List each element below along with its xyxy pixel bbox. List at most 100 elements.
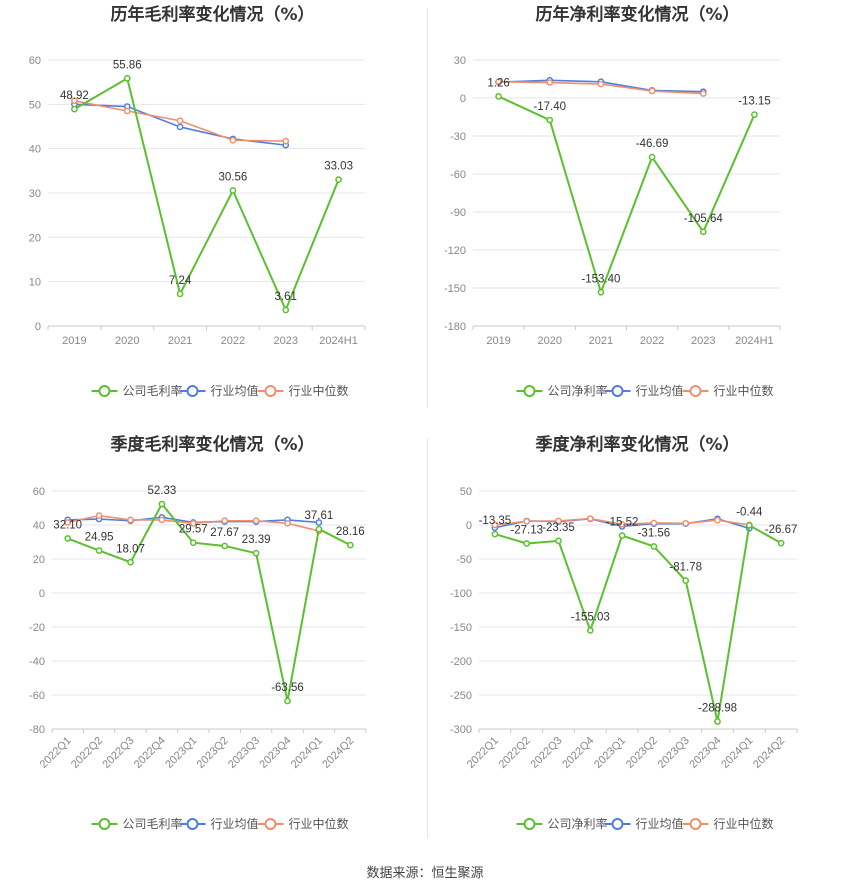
y-tick-label: 20 xyxy=(29,232,41,244)
data-label: 33.03 xyxy=(324,161,353,173)
data-point-company xyxy=(176,290,184,298)
data-point-company xyxy=(714,718,721,725)
data-label: -105.64 xyxy=(684,213,724,225)
chart-quarterly-net-margin: 季度净利率变化情况（%） -300 -250 -200 -150 -100 -50 0 50 20… xyxy=(450,434,798,831)
data-point-company xyxy=(597,288,605,296)
data-label: 18.07 xyxy=(116,543,145,555)
data-label: -26.67 xyxy=(765,524,798,536)
legend-swatch-marker xyxy=(689,385,702,397)
data-point-median xyxy=(555,517,562,525)
legend-swatch-marker xyxy=(611,818,624,830)
legend-item: 公司净利率 xyxy=(516,816,608,831)
series-line-company xyxy=(494,523,782,722)
data-point-median xyxy=(618,520,626,528)
data-point-company xyxy=(71,105,78,113)
x-tick-label: 2024Q1 xyxy=(719,735,755,771)
legend-label: 公司毛利率 xyxy=(123,383,183,398)
data-label: 28.16 xyxy=(336,526,365,538)
data-point-median xyxy=(176,117,184,125)
data-point-median xyxy=(282,137,290,145)
data-label: -0.44 xyxy=(736,506,763,518)
legend-item: 公司净利率 xyxy=(516,383,608,398)
x-tick-label: 2022Q4 xyxy=(132,735,168,771)
data-point-company xyxy=(777,539,785,547)
data-point-median xyxy=(284,519,291,527)
y-tick-label: -100 xyxy=(450,588,472,600)
legend-label: 行业中位数 xyxy=(289,383,349,398)
x-tick-label: 2023Q3 xyxy=(656,735,692,771)
y-tick-label: -150 xyxy=(444,283,466,295)
data-label: -31.56 xyxy=(638,527,671,539)
x-tick-label: 2022Q1 xyxy=(465,735,501,771)
legend-item: 行业均值 xyxy=(604,816,684,831)
legend-label: 行业均值 xyxy=(636,383,684,398)
y-tick-label: 0 xyxy=(460,93,466,105)
data-label: 24.95 xyxy=(85,532,114,544)
y-tick-label: 60 xyxy=(29,55,41,67)
chart-panel-quarterly-net-margin: 季度净利率变化情况（%） -300 -250 -200 -150 -100 -50 0 50 20… xyxy=(425,430,850,860)
chart-panel-quarterly-gross-margin: 季度毛利率变化情况（%） -80 -60 -40 -20 0 20 40 60 2022Q1 202… xyxy=(0,430,425,860)
y-tick-label: -50 xyxy=(456,554,472,566)
chart-title: 历年净利率变化情况（%） xyxy=(535,4,739,25)
data-point-company xyxy=(650,543,658,550)
x-tick-label: 2024Q2 xyxy=(320,735,356,771)
data-point-company xyxy=(229,187,237,194)
data-point-company xyxy=(699,228,707,236)
data-label: 30.56 xyxy=(219,172,248,184)
data-label: 32.10 xyxy=(53,519,82,531)
x-tick-label: 2023 xyxy=(691,335,715,347)
data-point-median xyxy=(648,87,656,95)
data-point-median xyxy=(229,136,237,144)
x-tick-label: 2022 xyxy=(640,335,664,347)
data-label: 48.92 xyxy=(60,90,89,102)
data-point-median xyxy=(189,519,197,527)
x-tick-label: 2023Q1 xyxy=(592,735,628,771)
y-tick-label: -30 xyxy=(450,131,466,143)
data-label: -46.69 xyxy=(636,138,669,150)
legend-item: 公司毛利率 xyxy=(91,383,183,398)
data-point-median xyxy=(491,521,499,529)
x-tick-label: 2019 xyxy=(62,335,86,347)
data-label: -17.40 xyxy=(533,101,566,113)
legend-label: 公司净利率 xyxy=(548,816,608,831)
data-label: -13.35 xyxy=(479,515,512,527)
chart-panel-annual-gross-margin: 历年毛利率变化情况（%） 0 10 20 30 40 50 60 2019 2020 2021 202… xyxy=(0,0,425,430)
data-point-company xyxy=(282,306,290,314)
data-point-company xyxy=(335,176,342,183)
data-point-company xyxy=(523,540,531,547)
x-tick-label: 2022Q3 xyxy=(528,735,564,771)
legend-label: 行业中位数 xyxy=(714,383,774,398)
x-tick-label: 2023Q1 xyxy=(163,735,199,771)
y-tick-label: 10 xyxy=(29,277,41,289)
data-point-median xyxy=(71,97,78,105)
y-tick-label: -80 xyxy=(29,724,45,736)
data-point-company xyxy=(586,627,594,634)
x-tick-label: 2023Q2 xyxy=(624,735,660,771)
y-tick-label: 0 xyxy=(39,588,45,600)
x-tick-label: 2020 xyxy=(115,335,139,347)
y-tick-label: 60 xyxy=(33,486,45,498)
legend-swatch-marker xyxy=(523,385,536,397)
legend-label: 行业中位数 xyxy=(289,816,349,831)
data-point-median xyxy=(682,519,690,527)
x-tick-label: 2023Q3 xyxy=(226,735,262,771)
data-point-median xyxy=(523,517,531,525)
legend-swatch-marker xyxy=(264,385,277,397)
data-label: 1.26 xyxy=(487,77,509,89)
legend-item: 行业中位数 xyxy=(682,816,774,831)
data-point-company xyxy=(495,93,502,100)
data-label: 37.61 xyxy=(305,510,334,522)
legend-label: 行业均值 xyxy=(211,816,259,831)
legend-label: 行业均值 xyxy=(211,383,259,398)
data-label: 3.61 xyxy=(275,291,297,303)
legend-item: 行业中位数 xyxy=(257,383,349,398)
x-tick-label: 2024H1 xyxy=(735,335,774,347)
data-point-company xyxy=(284,697,291,705)
legend-label: 公司净利率 xyxy=(548,383,608,398)
y-tick-label: 30 xyxy=(454,55,466,67)
data-point-median xyxy=(714,516,721,524)
legend-swatch-marker xyxy=(611,385,624,397)
x-tick-label: 2023 xyxy=(274,335,298,347)
legend-item: 行业均值 xyxy=(179,816,259,831)
data-point-median xyxy=(597,80,605,88)
